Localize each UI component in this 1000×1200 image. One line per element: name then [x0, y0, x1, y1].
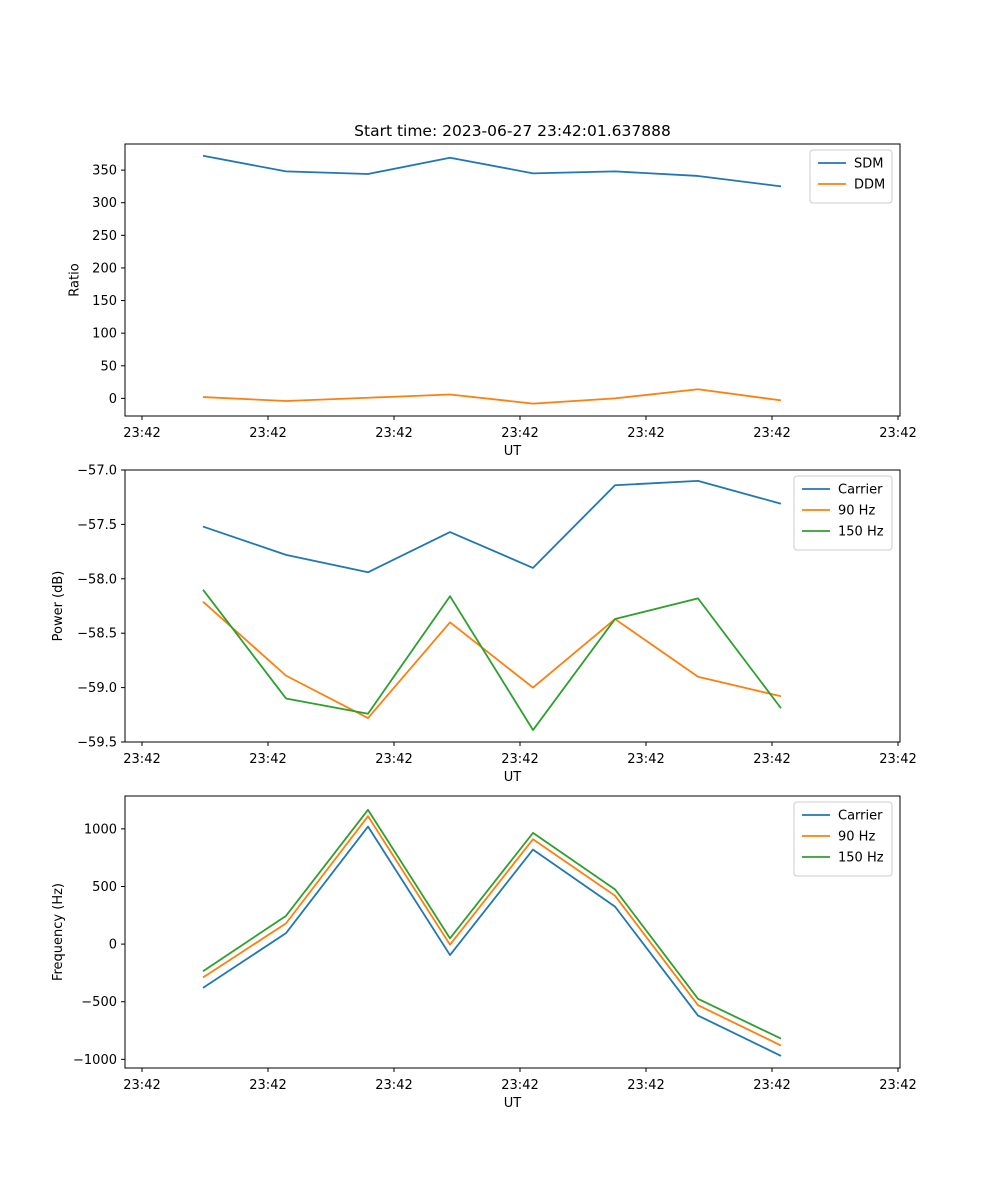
y-axis-label: Power (dB) — [51, 571, 66, 642]
chart-panel-1: Start time: 2023-06-27 23:42:01.637888 23… — [67, 122, 916, 459]
y-tick-label: 0 — [109, 938, 117, 953]
y-axis-label: Frequency (Hz) — [51, 883, 66, 981]
y-tick-label: −57.0 — [77, 464, 117, 479]
x-tick-label: 23:42 — [249, 752, 286, 767]
legend-label: DDM — [854, 178, 885, 193]
x-tick-label: 23:42 — [375, 426, 412, 441]
x-tick-label: 23:42 — [123, 1078, 160, 1093]
x-tick-label: 23:42 — [501, 426, 538, 441]
y-tick-label: −500 — [81, 995, 117, 1010]
x-tick-label: 23:42 — [879, 752, 916, 767]
x-tick-label: 23:42 — [249, 426, 286, 441]
series-line-ddm — [202, 388, 782, 405]
legend-label: 90 Hz — [838, 504, 875, 519]
series-line-sdm — [202, 154, 782, 188]
x-tick-label: 23:42 — [375, 752, 412, 767]
legend-label: 150 Hz — [838, 525, 884, 540]
series-line-150-hz — [202, 808, 782, 1040]
axes-frame — [124, 143, 901, 417]
y-tick-label: 150 — [92, 294, 117, 309]
x-axis-label: UT — [504, 770, 522, 785]
legend-label: SDM — [854, 157, 883, 172]
legend-label: 150 Hz — [838, 851, 884, 866]
y-tick-label: 100 — [92, 327, 117, 342]
chart-panel-2: 23:42 23:42 23:42 23:42 23:42 23:42 23:42 UT −59… — [51, 464, 917, 786]
y-tick-label: −58.0 — [77, 572, 117, 587]
x-tick-label: 23:42 — [879, 426, 916, 441]
x-tick-label: 23:42 — [753, 752, 790, 767]
axes-frame — [124, 469, 901, 743]
x-tick-label: 23:42 — [753, 1078, 790, 1093]
series-line-150-hz — [202, 589, 782, 731]
y-tick-label: −59.0 — [77, 681, 117, 696]
x-tick-label: 23:42 — [627, 1078, 664, 1093]
series-line-90-hz — [202, 815, 782, 1047]
legend-label: Carrier — [838, 483, 883, 498]
y-tick-label: 500 — [92, 880, 117, 895]
legend-label: Carrier — [838, 809, 883, 824]
y-tick-label: 0 — [109, 392, 117, 407]
y-tick-label: 50 — [100, 359, 117, 374]
y-tick-label: 250 — [92, 229, 117, 244]
x-tick-label: 23:42 — [375, 1078, 412, 1093]
x-axis-label: UT — [504, 1096, 522, 1111]
y-axis-label: Ratio — [67, 263, 82, 296]
x-tick-label: 23:42 — [753, 426, 790, 441]
series-line-carrier — [202, 825, 782, 1057]
y-tick-label: −59.5 — [77, 736, 117, 751]
x-tick-label: 23:42 — [879, 1078, 916, 1093]
y-tick-label: 1000 — [84, 822, 117, 837]
legend-label: 90 Hz — [838, 830, 875, 845]
chart-panel-3: 23:42 23:42 23:42 23:42 23:42 23:42 23:42 UT −10… — [51, 795, 917, 1111]
x-tick-label: 23:42 — [501, 752, 538, 767]
y-tick-label: 200 — [92, 261, 117, 276]
y-tick-label: 300 — [92, 196, 117, 211]
y-tick-label: −1000 — [73, 1053, 117, 1068]
x-tick-label: 23:42 — [123, 426, 160, 441]
axes-frame — [124, 795, 901, 1069]
chart-title: Start time: 2023-06-27 23:42:01.637888 — [354, 122, 671, 140]
y-tick-label: −58.5 — [77, 627, 117, 642]
y-tick-label: 350 — [92, 164, 117, 179]
series-line-90-hz — [202, 600, 782, 719]
x-tick-label: 23:42 — [627, 426, 664, 441]
x-tick-label: 23:42 — [501, 1078, 538, 1093]
x-tick-label: 23:42 — [627, 752, 664, 767]
series-line-carrier — [202, 479, 782, 574]
x-tick-label: 23:42 — [249, 1078, 286, 1093]
x-axis-label: UT — [504, 444, 522, 459]
x-tick-label: 23:42 — [123, 752, 160, 767]
y-tick-label: −57.5 — [77, 518, 117, 533]
